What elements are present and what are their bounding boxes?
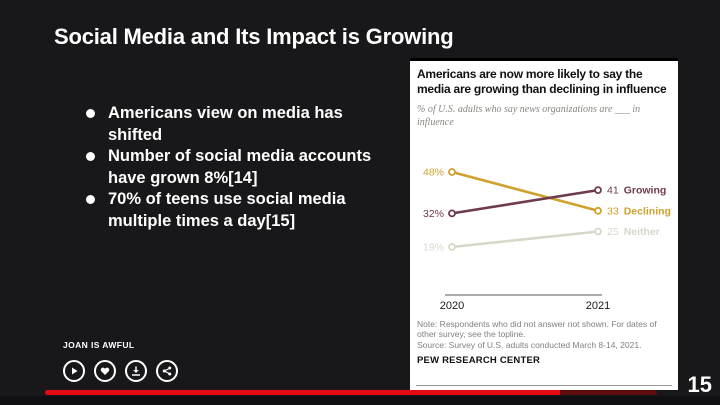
data-point-marker [448, 242, 456, 251]
show-title: JOAN IS AWFUL [63, 340, 135, 350]
start-value-label: 32% [423, 208, 444, 220]
end-value-label: 33 Declining [607, 205, 671, 217]
chart-footer: PEW RESEARCH CENTER [417, 354, 541, 366]
data-point-marker [594, 206, 602, 215]
chart-subtitle: % of U.S. adults who say news organizati… [417, 103, 641, 128]
bullet-text: Americans view on media has shifted [108, 104, 343, 144]
data-point-marker [594, 227, 602, 236]
bullet-list: Americans view on media has shifted Numb… [86, 103, 388, 232]
download-icon [132, 366, 140, 376]
bullet-dot-icon [86, 152, 95, 161]
share-button[interactable] [156, 360, 178, 382]
heart-icon [100, 367, 110, 375]
bullet-item: 70% of teens use social media multiple t… [86, 189, 388, 232]
data-point-marker [594, 185, 602, 194]
progress-bar-remaining[interactable] [560, 390, 657, 395]
series-line-growing [451, 188, 599, 215]
player-controls [63, 360, 178, 382]
panel-top-rule [410, 58, 678, 61]
play-button[interactable] [63, 360, 85, 382]
data-point-marker [448, 209, 456, 217]
bullet-item: Americans view on media has shifted [86, 103, 388, 146]
share-icon [162, 366, 172, 376]
series-line-neither [451, 229, 599, 249]
pew-line-chart: 2020 2021 19% 25 Neither 48% 33 Declining 32% 41 G… [423, 166, 671, 312]
x-tick-label: 2021 [586, 300, 610, 312]
end-value-label: 25 Neither [607, 226, 660, 238]
x-tick-label: 2020 [440, 300, 464, 312]
bullet-dot-icon [86, 195, 95, 204]
bottom-strip [0, 396, 720, 405]
bullet-item: Number of social media accounts have gro… [86, 146, 388, 189]
progress-bar-played[interactable] [45, 390, 562, 395]
download-button[interactable] [125, 360, 147, 382]
page-title: Social Media and Its Impact is Growing [54, 24, 454, 49]
like-button[interactable] [94, 360, 116, 382]
bullet-text: Number of social media accounts have gro… [108, 147, 372, 187]
bullet-text: 70% of teens use social media multiple t… [108, 190, 346, 230]
bullet-dot-icon [86, 109, 95, 118]
end-value-label: 41 Growing [607, 184, 666, 196]
play-icon [72, 367, 78, 375]
start-value-label: 19% [423, 241, 444, 253]
page-number: 15 [687, 372, 712, 397]
panel-bottom-rule [416, 385, 672, 386]
chart-note-line: Note: Respondents who did not answer not… [417, 318, 657, 340]
series-line-declining [451, 170, 599, 212]
data-point-marker [448, 167, 456, 176]
start-value-label: 48% [423, 166, 444, 178]
chart-source-line: Source: Survey of U.S. adults conducted … [417, 339, 642, 350]
pew-chart-panel: Americans are now more likely to say the… [410, 58, 678, 390]
chart-note: Note: Respondents who did not answer not… [417, 319, 671, 351]
chart-title: Americans are now more likely to say the… [417, 67, 667, 97]
